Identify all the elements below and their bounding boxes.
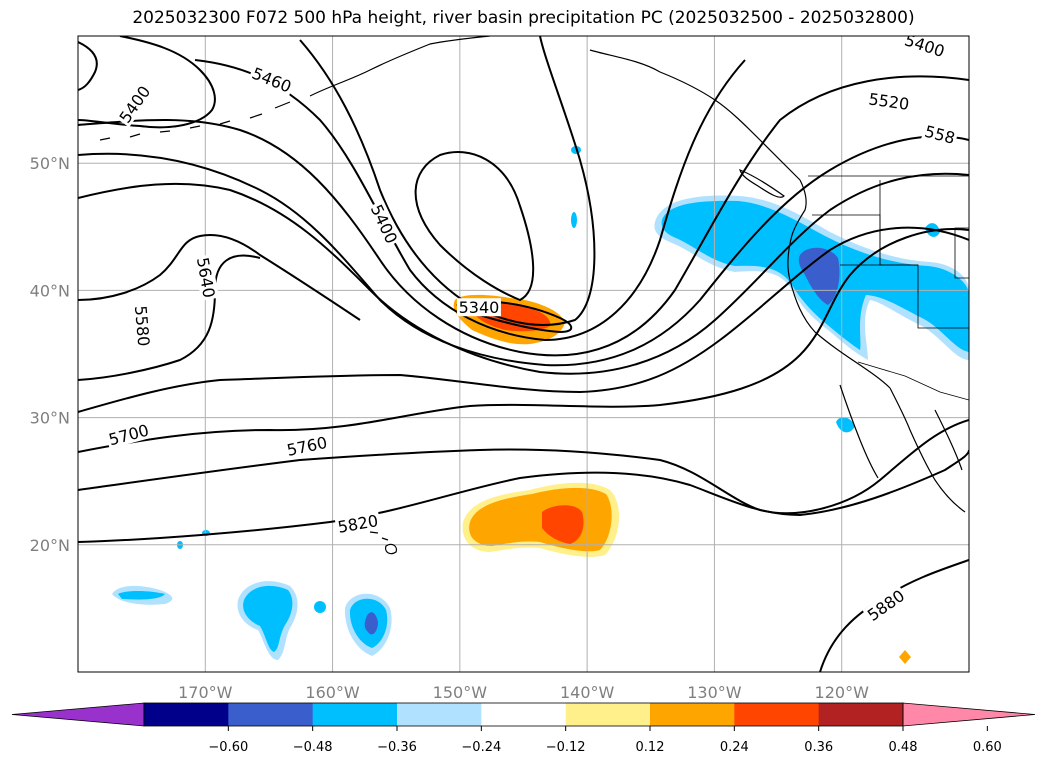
precip-fill-small-3 (571, 212, 577, 228)
coast-alaska-south (309, 36, 491, 97)
coast-mexico (934, 409, 963, 471)
precip-fill-layer (112, 146, 969, 664)
precip-fill-pacific-south-dark (542, 505, 584, 544)
contour-5400-west (299, 36, 596, 326)
border-us-mexico (857, 361, 969, 401)
contour-5640-loop (78, 254, 261, 381)
colorbar-tick-label: 0.24 (720, 740, 749, 755)
colorbar-segment (818, 703, 904, 726)
contour-5400-nw (78, 41, 98, 91)
contour-label-bg (366, 200, 402, 248)
precip-fill-hawaii-east-dark (364, 612, 378, 635)
contour-label-bg (248, 63, 296, 97)
lon-tick-label: 170°W (178, 683, 233, 702)
contour-label-bg (456, 298, 501, 317)
lon-tick-label: 140°W (560, 683, 615, 702)
border-states-3 (954, 227, 969, 279)
colorbar-segment (734, 703, 820, 726)
colorbar-frame (143, 702, 904, 727)
colorbar-tick-label: 0.36 (804, 740, 833, 755)
colorbar-segment (650, 703, 735, 726)
coastlines (99, 36, 966, 555)
contour-label-group: 5640 (193, 254, 219, 301)
contour-5460-nw (78, 36, 216, 129)
contour-5640 (78, 172, 969, 375)
contour-5760 (78, 228, 969, 453)
gridlines (78, 36, 969, 672)
colorbar-segment (565, 703, 651, 726)
contour-label-bg (105, 420, 153, 449)
colorbar-segment (312, 703, 398, 726)
lat-tick-label: 20°N (30, 536, 70, 555)
colorbar-extend-low (11, 702, 145, 727)
contour-label-bg (114, 80, 155, 128)
map-frame (77, 35, 970, 673)
precip-fill-hawaii-west (243, 585, 293, 652)
colorbar-segment (144, 703, 229, 726)
coast-vancouver-island (739, 168, 785, 198)
lon-tick-label: 130°W (687, 683, 742, 702)
colorbar-segment (397, 703, 482, 726)
colorbar-tick-label: −0.36 (377, 740, 417, 755)
colorbar-segment (481, 703, 567, 726)
colorbar-tick-label: 0.60 (973, 740, 1002, 755)
precip-fill-small-6 (899, 650, 911, 664)
colorbar-segment (228, 703, 314, 726)
colorbar-tick-label: −0.24 (461, 740, 501, 755)
contour-label-bg (334, 510, 382, 537)
lat-tick-label: 50°N (30, 154, 70, 173)
coast-aleutians (99, 101, 291, 141)
contour-label: 5580 (131, 305, 153, 347)
contour-5520 (78, 75, 969, 357)
colorbar-tick-label: −0.48 (293, 740, 333, 755)
lat-tick-label: 30°N (30, 409, 70, 428)
contour-label-bg (283, 432, 331, 460)
lon-tick-label: 160°W (305, 683, 360, 702)
colorbar-extend-high (902, 702, 1036, 727)
contour-label-group: 5760 (283, 432, 331, 460)
colorbar: −0.60 −0.48 −0.36 −0.24 −0.12 0.12 0.24 0.36 0.4… (11, 702, 1036, 755)
colorbar-tick-label: 0.48 (889, 740, 918, 755)
colorbar-tick-label: −0.12 (546, 740, 586, 755)
contour-5820 (78, 419, 969, 515)
contour-label: 5340 (459, 298, 500, 317)
contour-label-bg (865, 89, 912, 114)
contour-label-bg (921, 121, 959, 148)
contour-label-group: 5580 (131, 303, 154, 349)
contour-label-bg (901, 36, 949, 61)
colorbar-tick-label: −0.60 (208, 740, 248, 755)
coast-hawaii-islands (369, 531, 397, 555)
precip-fill-small-1 (314, 601, 326, 613)
coast-us-west (787, 234, 891, 389)
contour-label-group: 5340 (456, 298, 501, 317)
coast-baja (839, 384, 966, 513)
contour-5580 (78, 135, 969, 367)
precip-fill-far-west (118, 591, 165, 600)
contour-label-bg (193, 254, 219, 301)
contour-5340-closed (414, 151, 535, 302)
colorbar-tick-label: 0.12 (636, 740, 665, 755)
contour-5460 (194, 59, 746, 342)
height-contours (78, 36, 969, 672)
precip-fill-baja (836, 417, 855, 433)
contour-label-bg (862, 585, 909, 626)
lon-tick-label: 120°W (815, 683, 870, 702)
map-title: 2025032300 F072 500 hPa height, river ba… (132, 8, 915, 28)
lat-tick-label: 40°N (30, 281, 70, 300)
lon-tick-label: 150°W (433, 683, 488, 702)
contour-5820-south (78, 449, 969, 543)
borders (808, 175, 969, 401)
contour-label-bg (131, 303, 154, 349)
contour-5580-loop (78, 234, 361, 321)
contour-label-group: 5520 (865, 89, 912, 114)
axis-labels: 170°W 160°W 150°W 140°W 130°W 120°W 50°N 40°N 30… (30, 154, 869, 702)
contour-5700 (78, 226, 969, 413)
